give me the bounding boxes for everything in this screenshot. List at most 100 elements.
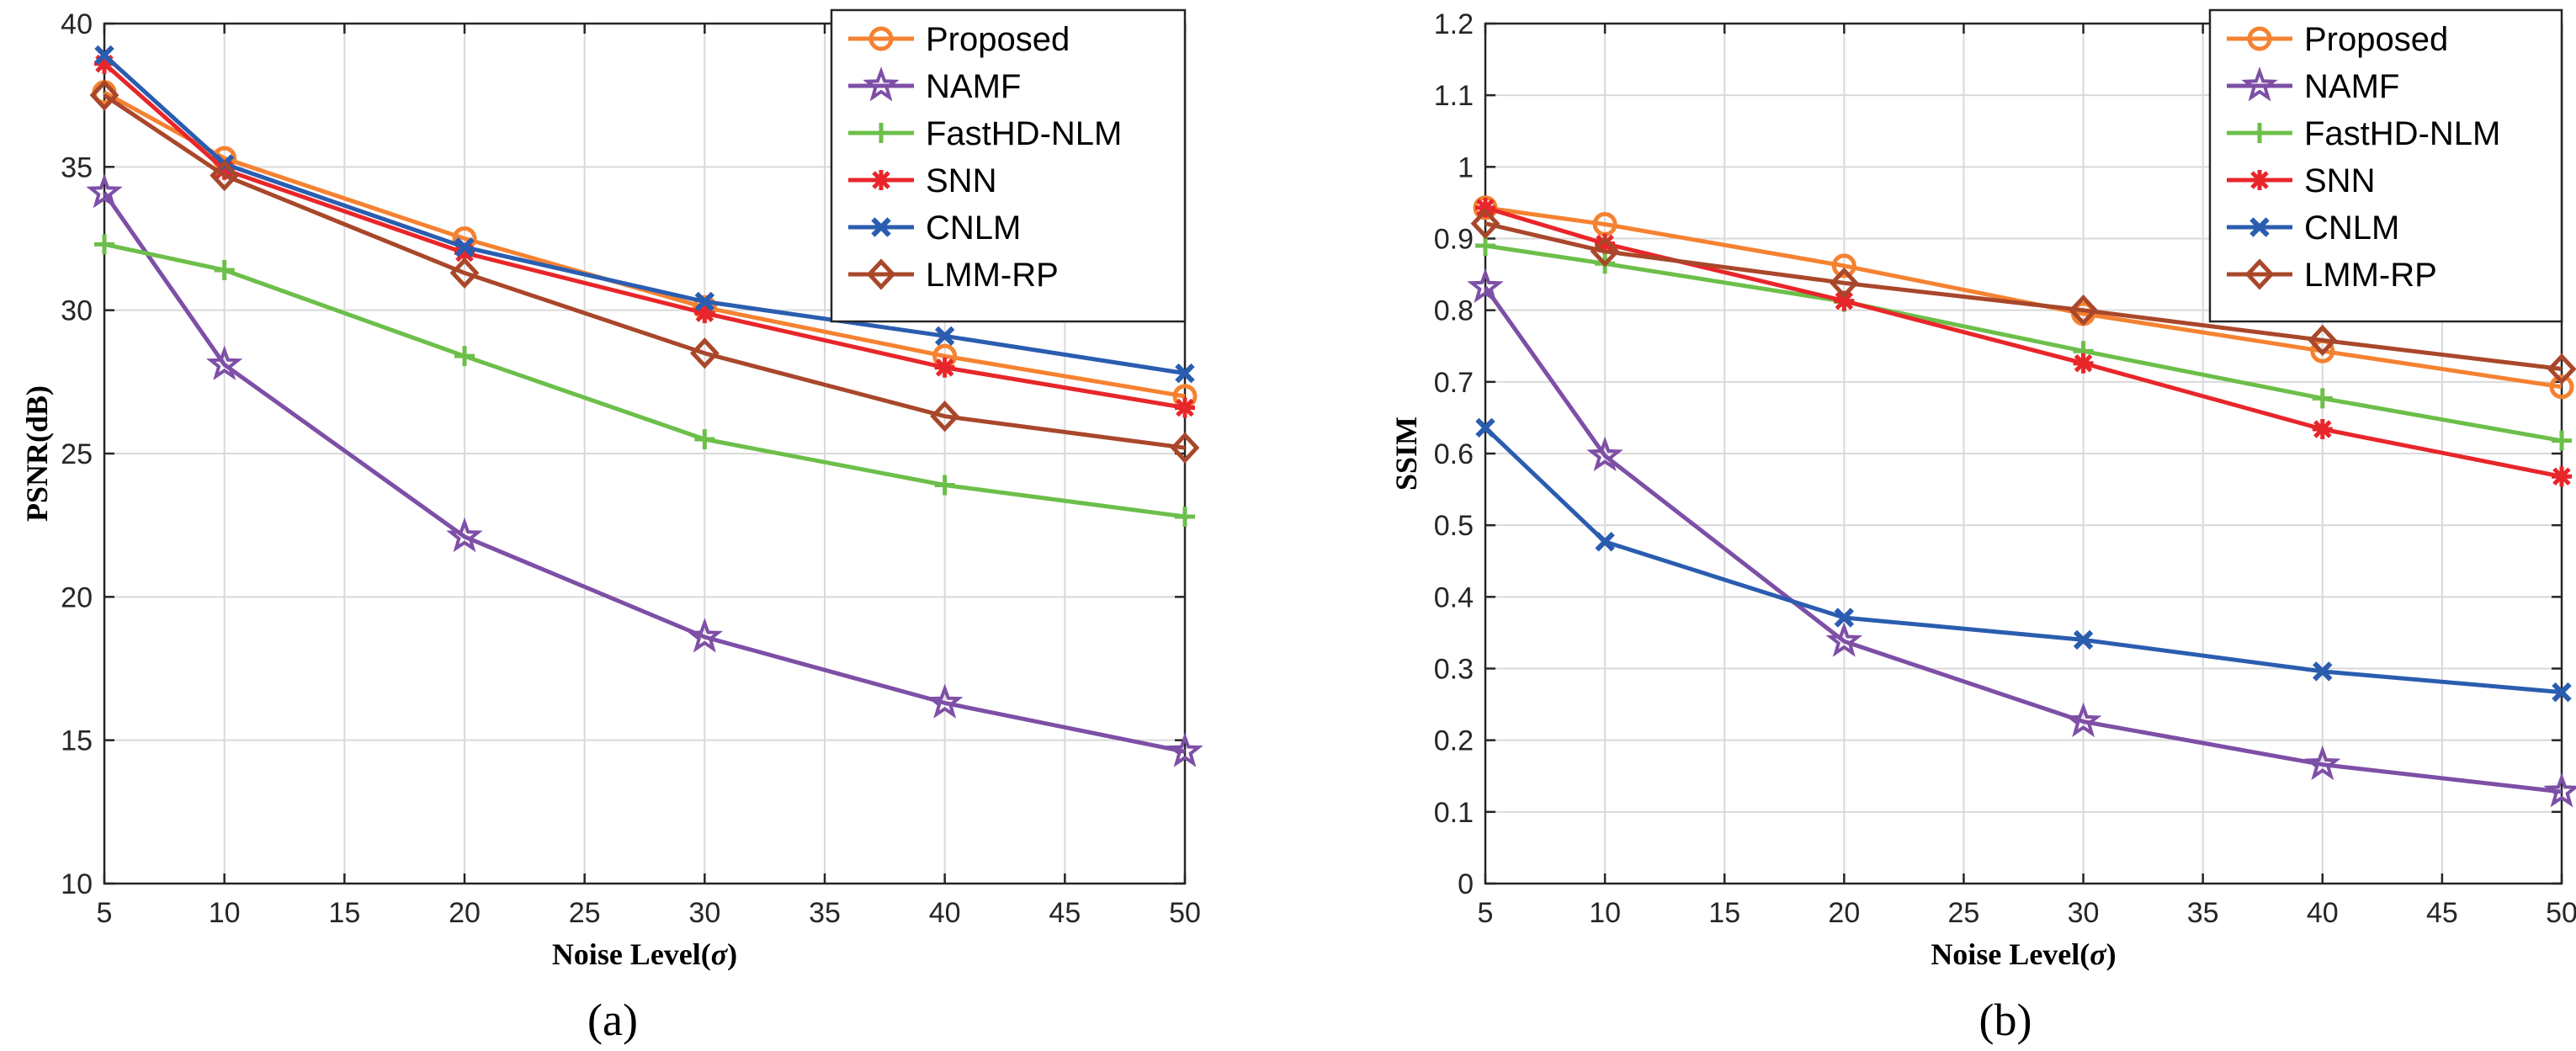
legend-marker [871, 217, 891, 237]
x-tick-label: 45 [2426, 897, 2458, 929]
data-point [454, 236, 475, 257]
x-tick-label: 15 [1708, 897, 1740, 929]
data-point [2552, 682, 2572, 703]
x-tick-label: 5 [97, 897, 113, 929]
data-point [1175, 397, 1195, 418]
data-point [1175, 363, 1195, 384]
y-tick-label: 1 [1458, 151, 1474, 183]
y-tick-label: 0.8 [1434, 295, 1474, 327]
data-point [934, 357, 955, 378]
data-point [454, 346, 475, 367]
data-point [694, 303, 715, 324]
y-tick-label: 0.6 [1434, 438, 1474, 470]
data-point [1467, 268, 1504, 303]
legend-label: LMM-RP [2304, 257, 2437, 294]
y-tick-label: 15 [61, 725, 93, 757]
series-cnlm [1475, 417, 2572, 703]
y-tick-label: 0.7 [1434, 367, 1474, 399]
data-point [1475, 197, 1495, 218]
data-point [1595, 532, 1615, 552]
y-tick-label: 20 [61, 581, 93, 613]
legend-marker [2241, 66, 2278, 102]
x-tick-label: 50 [2546, 897, 2576, 929]
data-point [930, 401, 960, 433]
data-point [94, 45, 114, 66]
legend-label: LMM-RP [926, 257, 1059, 294]
data-point [2073, 629, 2094, 650]
legend-label: Proposed [926, 21, 1070, 58]
legend-marker [871, 123, 891, 143]
data-point [1834, 290, 1855, 311]
data-point [1595, 233, 1616, 254]
data-point [694, 428, 715, 449]
series-line [103, 93, 1186, 450]
data-point [2312, 388, 2333, 409]
data-point [214, 259, 235, 280]
data-point [1470, 207, 1500, 240]
data-point [446, 517, 483, 553]
data-point [454, 242, 475, 263]
data-point [1586, 436, 1623, 472]
data-point [2064, 702, 2102, 738]
x-tick-label: 25 [569, 897, 601, 929]
data-point [2547, 353, 2576, 385]
series-cnlm [94, 45, 1195, 384]
y-tick-label: 0 [1458, 868, 1474, 900]
x-tick-label: 25 [1948, 897, 1980, 929]
x-tick-label: 40 [2307, 897, 2339, 929]
y-tick-label: 1.1 [1434, 80, 1474, 112]
legend-marker [871, 170, 891, 190]
data-point [1831, 253, 1856, 279]
legend: Proposed NAMF FastHD-NLM SNN CNLM LMM-RP [2208, 8, 2563, 323]
series-lmm-rp [89, 79, 1200, 464]
legend: Proposed NAMF FastHD-NLM SNN CNLM LMM-RP [830, 8, 1187, 323]
legend-marker [2247, 26, 2272, 51]
data-point [86, 173, 123, 209]
data-point [2549, 374, 2574, 400]
x-tick-label: 15 [328, 897, 360, 929]
panel-caption: (a) [587, 995, 638, 1045]
x-tick-label: 40 [929, 897, 961, 929]
legend-label: FastHD-NLM [2304, 115, 2500, 152]
legend-marker [868, 26, 894, 51]
x-tick-label: 35 [809, 897, 841, 929]
data-point [94, 234, 114, 255]
y-tick-label: 0.2 [1434, 725, 1474, 757]
data-point [926, 683, 964, 719]
series-line [1485, 205, 2563, 390]
data-point [686, 618, 724, 653]
x-tick-label: 35 [2187, 897, 2219, 929]
legend-marker [2249, 217, 2270, 237]
legend-label: NAMF [2304, 68, 2399, 105]
y-tick-label: 10 [61, 868, 93, 900]
data-point [2069, 295, 2098, 326]
data-point [210, 159, 240, 192]
data-point [89, 79, 120, 111]
series-fasthd-nlm [94, 234, 1195, 527]
y-tick-label: 0.3 [1434, 654, 1474, 686]
series-line [104, 242, 1186, 519]
panel-caption: (b) [1979, 995, 2032, 1045]
series-snn [94, 53, 1195, 418]
x-tick-label: 30 [2068, 897, 2100, 929]
data-point [1170, 432, 1200, 464]
y-axis-label: SSIM [1389, 417, 1423, 491]
data-point [934, 475, 955, 496]
data-point [1166, 732, 1203, 767]
y-tick-label: 0.4 [1434, 581, 1474, 613]
legend-marker [863, 66, 900, 102]
data-point [2308, 324, 2338, 357]
data-point [689, 337, 720, 369]
data-point [1834, 608, 1855, 628]
y-tick-label: 0.9 [1434, 224, 1474, 256]
data-point [449, 257, 480, 289]
data-point [94, 53, 114, 74]
legend-label: SNN [926, 162, 996, 199]
y-tick-label: 35 [61, 151, 93, 183]
legend-label: FastHD-NLM [926, 115, 1122, 152]
series-namf [86, 173, 1203, 767]
data-point [2313, 661, 2333, 682]
series-line [103, 53, 1186, 376]
y-tick-label: 30 [61, 295, 93, 327]
